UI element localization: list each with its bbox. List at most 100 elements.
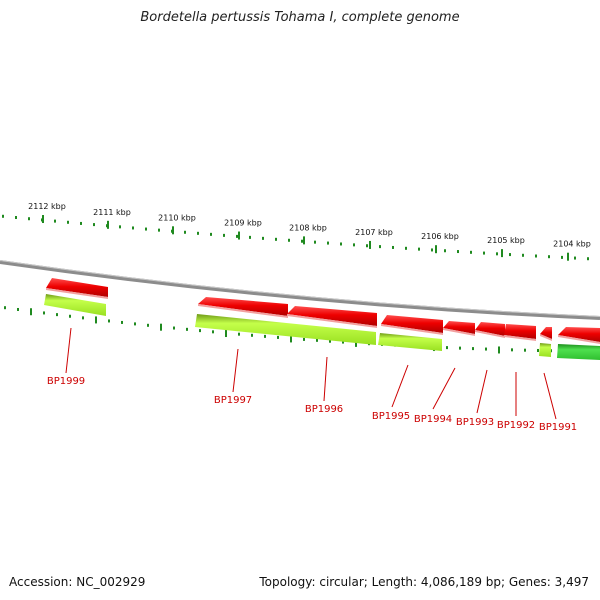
forward-strand-genes [46,278,600,344]
genome-summary-text: Topology: circular; Length: 4,086,189 bp… [259,575,589,589]
gene-leader-line [543,372,557,420]
minor-tick [483,251,485,255]
minor-tick [108,319,110,323]
minor-tick [251,333,253,337]
reverse-strand-genes [44,294,600,360]
gene-bp1991-forward[interactable] [540,327,552,341]
scale-label: 2112 kbp [28,202,66,211]
major-tick [567,252,569,261]
minor-tick [561,255,563,259]
minor-tick [80,221,82,225]
minor-tick [119,225,121,229]
minor-tick [485,347,487,351]
minor-tick [82,316,84,320]
minor-tick [15,216,17,220]
minor-tick [132,226,134,230]
gene-bp1997-reverse[interactable] [195,314,376,345]
gene-bp1991-reverse[interactable] [539,343,551,357]
minor-tick [418,247,420,251]
minor-tick [93,223,95,227]
major-tick [498,346,500,354]
minor-tick [262,236,264,240]
major-tick [172,226,174,235]
gene-leader-line [391,364,409,408]
minor-tick [470,250,472,254]
minor-tick [548,255,550,259]
major-tick [290,335,292,343]
gene-next-forward[interactable] [558,327,600,344]
minor-tick [329,339,331,343]
gene-label-bp1993[interactable]: BP1993 [456,417,494,428]
minor-tick [199,329,201,333]
minor-tick [288,238,290,242]
major-tick [303,236,305,245]
minor-tick [54,219,56,223]
scale-labels: 2112 kbp 2111 kbp 2110 kbp 2109 kbp 2108 kbp… [28,202,591,249]
minor-tick [2,214,4,218]
gene-leader-line [232,348,239,393]
gene-bp1992-forward[interactable] [504,324,536,341]
minor-tick [431,248,433,252]
minor-tick [277,335,279,339]
gene-bp1995-reverse[interactable] [378,333,442,351]
gene-next-reverse[interactable] [557,344,600,360]
gene-label-bp1997[interactable]: BP1997 [214,395,252,406]
major-tick [95,316,97,324]
gene-label-bp1995[interactable]: BP1995 [372,411,410,422]
major-tick [435,245,437,254]
minor-tick [28,217,30,221]
minor-tick [197,231,199,235]
gene-bp1999-reverse[interactable] [44,294,106,316]
minor-tick [509,253,511,257]
scale-label: 2109 kbp [224,219,262,228]
minor-tick [186,327,188,331]
minor-tick [184,230,186,234]
major-tick [42,215,44,224]
minor-tick [353,243,355,247]
minor-tick [210,232,212,236]
minor-tick [522,253,524,257]
gene-label-bp1996[interactable]: BP1996 [305,404,343,415]
minor-tick [327,241,329,245]
minor-tick [158,228,160,232]
gene-bp1999-forward[interactable] [46,278,108,299]
gene-bp1994-forward[interactable] [443,321,475,336]
minor-tick [524,348,526,352]
minor-tick [145,227,147,231]
minor-tick [342,340,344,344]
gene-bp1996-forward[interactable] [287,306,377,328]
minor-tick [134,322,136,326]
minor-tick [69,314,71,318]
scale-label: 2111 kbp [93,208,131,217]
minor-tick [303,337,305,341]
outer-tick-row [2,214,589,261]
minor-tick [444,249,446,253]
gene-leader-line [476,369,488,414]
minor-tick [236,234,238,238]
minor-tick [574,256,576,260]
gene-label-bp1991[interactable]: BP1991 [539,422,577,433]
gene-bp1993-forward[interactable] [475,322,505,338]
scale-label: 2105 kbp [487,236,525,245]
scale-label: 2110 kbp [158,213,196,222]
gene-bp1997-forward[interactable] [198,297,288,318]
gene-bp1995-forward[interactable] [381,315,443,335]
minor-tick [459,346,461,350]
gene-label-bp1992[interactable]: BP1992 [497,420,535,431]
minor-tick [511,348,513,352]
gene-label-bp1994[interactable]: BP1994 [414,414,452,425]
minor-tick [457,250,459,254]
minor-tick [405,246,407,250]
minor-tick [537,348,539,352]
scale-label: 2104 kbp [553,240,591,249]
major-tick [160,323,162,331]
major-tick [369,240,371,249]
minor-tick [314,240,316,244]
minor-tick [17,307,19,311]
accession-text: Accession: NC_002929 [9,575,146,589]
minor-tick [446,346,448,350]
minor-tick [249,235,251,239]
minor-tick [275,237,277,241]
gene-label-bp1999[interactable]: BP1999 [47,376,85,387]
